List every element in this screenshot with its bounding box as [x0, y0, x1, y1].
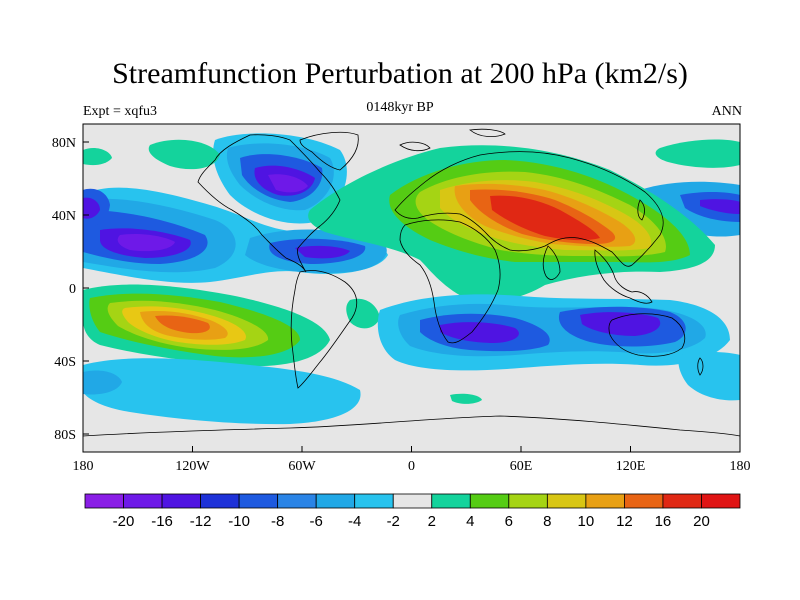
colorbar-swatch [84, 493, 124, 509]
map-area [83, 124, 740, 452]
colorbar-label: -10 [228, 513, 250, 530]
latitude-labels: 80N 40N 0 40S 80S [52, 136, 76, 443]
colorbar-swatch [392, 493, 433, 509]
colorbar-label: -6 [310, 513, 323, 530]
north-america-coast [197, 134, 341, 273]
africa-coast [399, 219, 501, 344]
australia-coast [608, 313, 686, 357]
south-america-coast [290, 270, 358, 389]
colorbar: -20 -16 -12 -10 -8 -6 -4 -2 2 4 6 8 10 12 16 20 [84, 493, 741, 530]
colorbar-label: 16 [655, 513, 672, 530]
antarctica-coast [83, 415, 740, 437]
lon-tick-label: 120E [616, 459, 646, 474]
colorbar-swatch [701, 493, 741, 509]
colorbar-swatch [200, 493, 240, 509]
colorbar-swatch [469, 493, 510, 509]
colorbar-swatch [662, 493, 702, 509]
colorbar-swatch [277, 493, 317, 509]
colorbar-label: -8 [271, 513, 284, 530]
experiment-label: Expt = xqfu3 [83, 104, 157, 119]
colorbar-swatch [508, 493, 548, 509]
colorbar-label: 6 [505, 513, 513, 530]
season-label: ANN [711, 104, 742, 119]
lon-tick-label: 60E [510, 459, 533, 474]
greenland-coast [299, 131, 359, 171]
longitude-labels: 180 120W 60W 0 60E 120E 180 [73, 459, 751, 474]
southeast-asia-coast [594, 249, 653, 304]
lat-tick-label: 40S [54, 355, 76, 370]
lon-tick-label: 60W [288, 459, 316, 474]
colorbar-label: -20 [113, 513, 135, 530]
colorbar-label: -12 [190, 513, 212, 530]
lon-tick-label: 120W [175, 459, 210, 474]
new-zealand-coast [697, 357, 704, 376]
india-coast [542, 245, 561, 280]
time-label: 0148kyr BP [366, 100, 434, 115]
colorbar-label: -2 [387, 513, 400, 530]
colorbar-label: -4 [348, 513, 361, 530]
arctic-islands-coast [399, 128, 506, 152]
japan-coast [637, 199, 645, 221]
tick-marks [82, 141, 741, 452]
colorbar-swatch [161, 493, 201, 509]
lon-tick-label: 180 [730, 459, 751, 474]
lat-tick-label: 80N [52, 136, 76, 151]
colorbar-swatch [238, 493, 279, 509]
colorbar-swatch [315, 493, 356, 509]
colorbar-swatch [431, 493, 471, 509]
lon-tick-label: 0 [408, 459, 415, 474]
colorbar-label: 10 [578, 513, 595, 530]
lat-tick-label: 0 [69, 282, 76, 297]
colorbar-label: 2 [428, 513, 436, 530]
plot-title: Streamfunction Perturbation at 200 hPa (… [112, 57, 688, 90]
lat-tick-label: 40N [52, 209, 76, 224]
colorbar-swatch [123, 493, 163, 509]
lon-tick-label: 180 [73, 459, 94, 474]
streamfunction-field [83, 133, 740, 425]
colorbar-label: 20 [693, 513, 710, 530]
eurasia-coast [394, 151, 664, 267]
colorbar-swatch [624, 493, 664, 509]
colorbar-label: -16 [151, 513, 173, 530]
colorbar-label: 8 [543, 513, 551, 530]
colorbar-label: 4 [466, 513, 474, 530]
lat-tick-label: 80S [54, 428, 76, 443]
colorbar-swatch [546, 493, 587, 509]
colorbar-swatch [585, 493, 625, 509]
colorbar-label: 12 [616, 513, 633, 530]
coastlines [83, 128, 740, 437]
colorbar-swatch [354, 493, 394, 509]
